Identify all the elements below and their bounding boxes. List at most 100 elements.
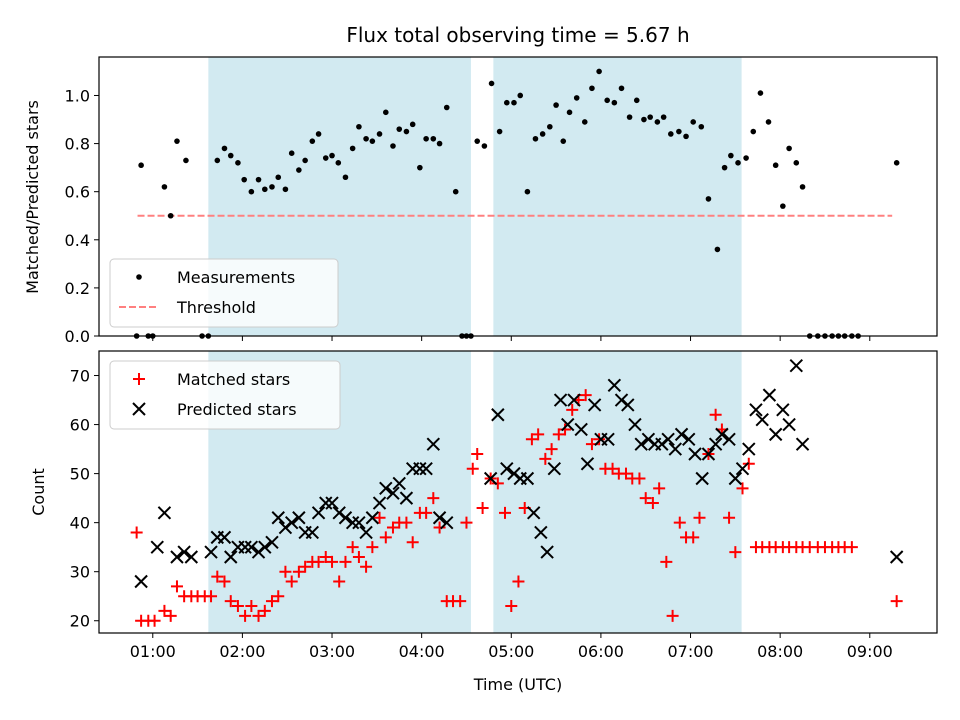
matched-star-point <box>252 609 265 622</box>
predicted-star-point <box>440 515 454 530</box>
measurement-point <box>409 121 416 128</box>
matched-star-point <box>339 555 352 568</box>
top-y-axis: 0.0 0.2 0.4 0.6 0.8 1.0 <box>65 86 99 346</box>
legend-predicted-label: Predicted stars <box>177 400 297 419</box>
predicted-star-point <box>491 408 505 422</box>
predicted-star-point <box>359 525 373 540</box>
predicted-star-point <box>311 506 326 520</box>
bottom-y-tick-label: 50 <box>70 465 90 484</box>
top-panel: 0.0 0.2 0.4 0.6 0.8 1.0 Matched/Predicted sta… <box>23 56 938 346</box>
measurement-point <box>138 162 144 169</box>
matched-star-point <box>258 604 271 617</box>
measurement-point <box>728 152 734 159</box>
matched-star-point <box>491 477 504 490</box>
matched-star-point <box>579 389 592 402</box>
matched-star-point <box>400 516 413 529</box>
matched-star-point <box>352 550 365 563</box>
measurement-point <box>676 128 682 135</box>
matched-star-point <box>373 511 386 524</box>
predicted-star-point <box>432 511 447 525</box>
bottom-x-tick-label: 08:00 <box>757 642 803 661</box>
matched-star-point <box>687 531 700 544</box>
matched-star-point <box>499 506 512 519</box>
matched-star-point <box>646 497 659 510</box>
bottom-legend-box <box>109 360 341 430</box>
predicted-star-point <box>661 432 675 446</box>
predicted-star-point <box>520 471 535 486</box>
predicted-star-point <box>170 550 184 564</box>
measurement-point <box>641 116 647 123</box>
measurement-point <box>618 85 625 92</box>
matched-star-point <box>285 575 298 588</box>
predicted-star-point <box>150 540 164 554</box>
predicted-star-point <box>413 461 427 476</box>
predicted-star-point <box>735 461 750 476</box>
predicted-star-point <box>561 417 575 432</box>
legend-matched-marker <box>133 373 145 385</box>
observing-window-top <box>493 57 742 336</box>
matched-star-point <box>723 511 736 524</box>
matched-star-point <box>245 600 258 613</box>
predicted-star-point <box>580 457 595 471</box>
bottom-x-tick-label: 06:00 <box>578 642 624 661</box>
measurement-point <box>647 114 653 120</box>
matched-star-point <box>427 492 440 505</box>
predicted-star-point <box>292 511 306 525</box>
predicted-star-point <box>386 486 400 500</box>
measurement-point <box>396 126 403 132</box>
measurement-point <box>296 167 302 173</box>
legend-measurement-marker <box>136 274 142 280</box>
measurement-point <box>452 188 459 195</box>
matched-star-point <box>454 595 467 608</box>
predicted-star-point <box>217 530 232 545</box>
measurement-point <box>566 109 573 116</box>
measurement-point <box>589 85 595 92</box>
top-y-tick-label: 0.0 <box>65 327 90 346</box>
measurement-point <box>721 164 728 171</box>
matched-star-point <box>130 526 143 539</box>
matched-star-point <box>164 609 177 622</box>
legend-measurements-label: Measurements <box>177 268 295 287</box>
predicted-star-point <box>607 378 622 393</box>
measurement-point <box>560 138 567 144</box>
measurement-point <box>780 203 786 209</box>
predicted-star-point <box>238 540 252 554</box>
measurement-point <box>221 145 228 152</box>
matched-star-point <box>366 541 379 554</box>
top-y-tick-label: 0.4 <box>65 231 90 250</box>
measurement-point <box>369 138 376 144</box>
predicted-star-point <box>204 545 218 559</box>
predicted-star-point <box>674 427 689 442</box>
bottom-x-tick-label: 02:00 <box>219 642 265 661</box>
predicted-star-point <box>749 403 763 417</box>
measurement-point <box>539 131 546 137</box>
matched-star-point <box>265 595 278 608</box>
bottom-x-tick-label: 03:00 <box>309 642 355 661</box>
measurement-point <box>524 188 531 195</box>
predicted-star-point <box>184 550 199 564</box>
matched-star-point <box>693 511 706 524</box>
measurement-point <box>349 145 356 152</box>
measurement-point <box>183 157 189 164</box>
measurement-point <box>214 157 221 164</box>
measurement-point <box>235 160 241 166</box>
top-x-ticks <box>152 336 871 341</box>
predicted-star-point <box>372 496 387 510</box>
measurement-point <box>532 135 539 142</box>
measurement-point <box>660 114 667 120</box>
predicted-star-point <box>755 412 769 427</box>
measurement-point <box>611 99 618 106</box>
predicted-star-point <box>379 481 393 496</box>
predicted-star-point <box>345 515 360 530</box>
measurement-point <box>423 135 429 142</box>
measurement-point <box>241 176 247 183</box>
predicted-star-point <box>134 574 148 589</box>
matched-star-point <box>890 595 903 608</box>
x-axis-label: Time (UTC) <box>473 675 562 694</box>
predicted-star-point <box>768 427 783 442</box>
matched-star-point <box>386 521 399 534</box>
bottom-y-axis-label: Count <box>29 468 48 516</box>
measurement-point <box>735 160 741 166</box>
measurement-point <box>275 174 282 181</box>
matched-star-point <box>319 550 332 563</box>
